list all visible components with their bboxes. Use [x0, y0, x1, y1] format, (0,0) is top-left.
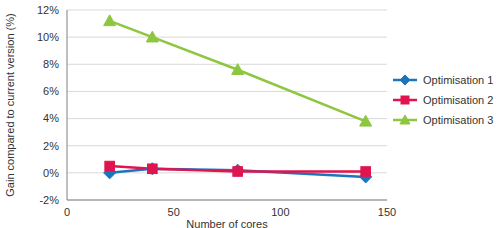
svg-text:0%: 0%	[43, 167, 59, 179]
svg-text:Optimisation 1: Optimisation 1	[423, 74, 493, 86]
svg-text:6%: 6%	[43, 85, 59, 97]
svg-text:10%: 10%	[37, 31, 59, 43]
svg-text:2%: 2%	[43, 140, 59, 152]
svg-text:150: 150	[378, 206, 396, 218]
svg-text:Optimisation 3: Optimisation 3	[423, 114, 493, 126]
svg-text:100: 100	[271, 206, 289, 218]
svg-text:Gain compared to current versi: Gain compared to current version (%)	[8, 13, 16, 196]
svg-text:50: 50	[168, 206, 180, 218]
svg-text:Number of cores: Number of cores	[186, 218, 268, 228]
svg-text:-2%: -2%	[39, 194, 59, 206]
svg-text:4%: 4%	[43, 112, 59, 124]
svg-text:8%: 8%	[43, 58, 59, 70]
svg-text:0: 0	[64, 206, 70, 218]
svg-text:12%: 12%	[37, 4, 59, 16]
svg-text:Optimisation 2: Optimisation 2	[423, 94, 493, 106]
